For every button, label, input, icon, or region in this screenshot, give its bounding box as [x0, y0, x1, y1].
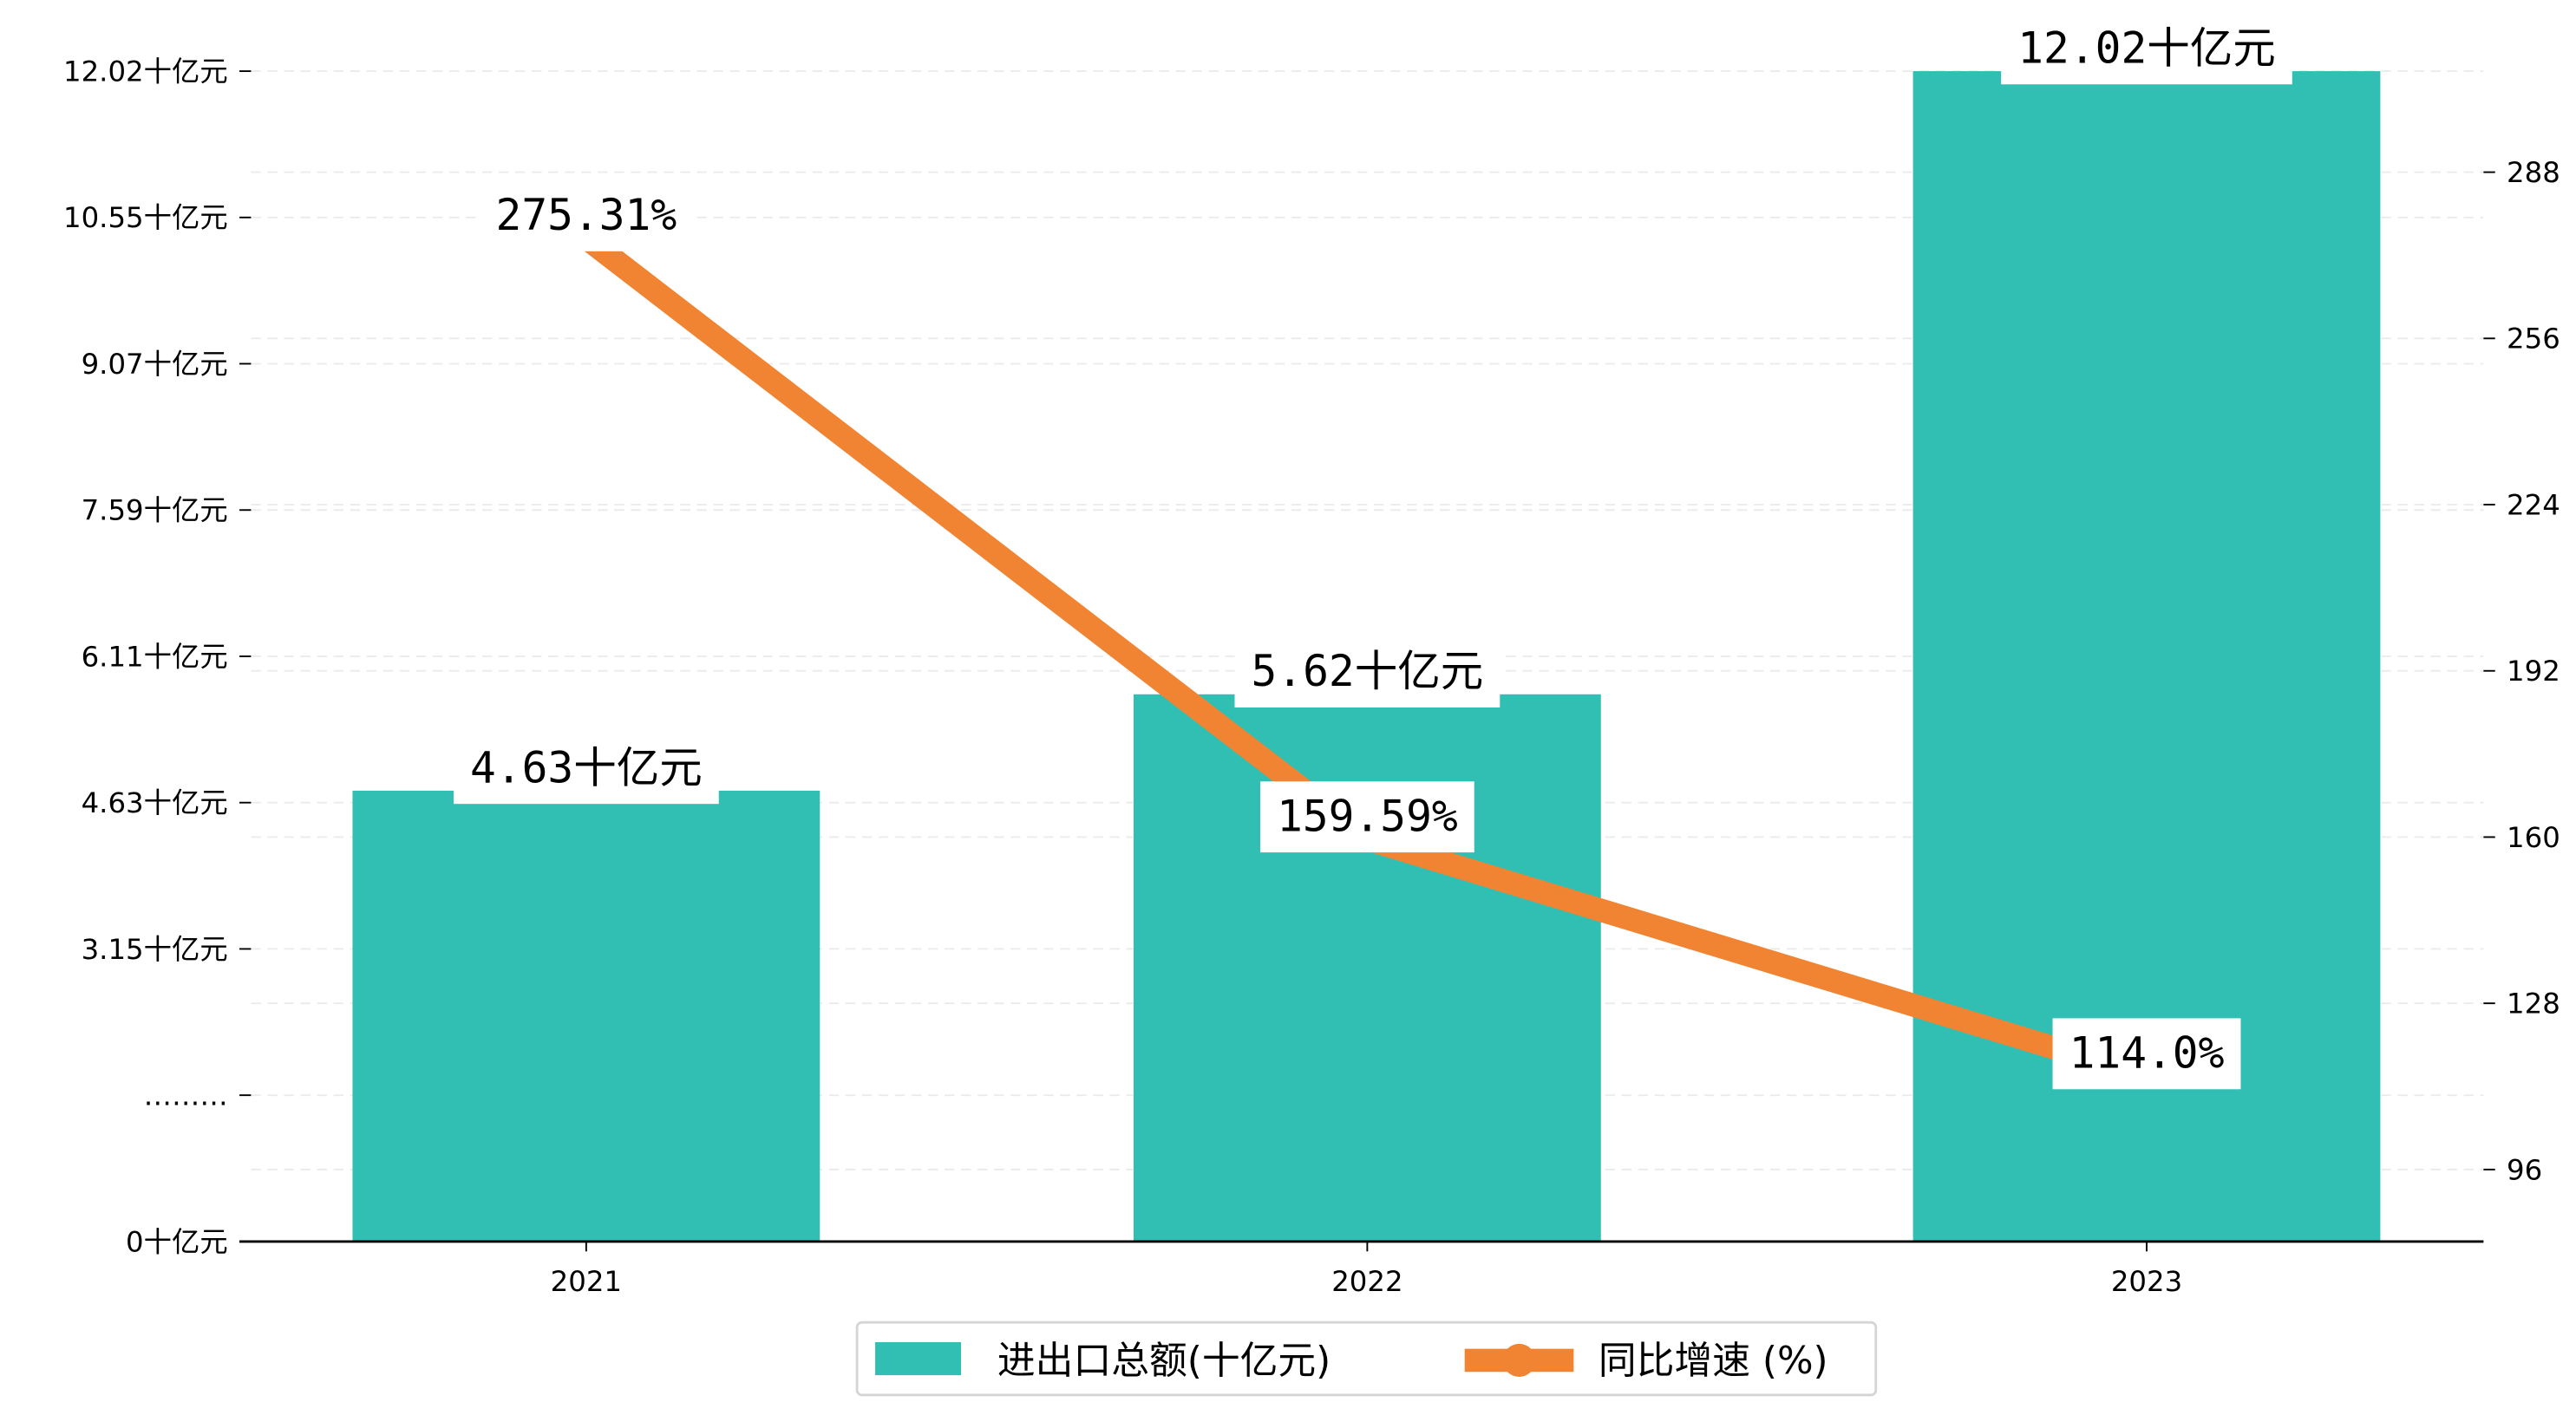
growth-value-label: 159.59% [1260, 781, 1474, 853]
bars [352, 71, 2381, 1242]
bar-2022 [1133, 694, 1601, 1242]
left-tick-label: 3.15十亿元 [82, 933, 228, 966]
x-tick-label: 2022 [1331, 1265, 1402, 1298]
growth-value-label-bg [479, 179, 694, 251]
left-tick-label: 12.02十亿元 [63, 55, 228, 88]
x-tick-label: 2021 [551, 1265, 622, 1298]
growth-value-label-bg [2052, 1018, 2241, 1090]
bar-value-label-text: 12.02十亿元 [2017, 23, 2276, 74]
x-tick-label: 2023 [2111, 1265, 2182, 1298]
bar-2021 [352, 790, 821, 1242]
legend: 进出口总额(十亿元) 同比增速 (%) [855, 1320, 1878, 1397]
growth-value-label-bg [1260, 781, 1474, 853]
right-tick-label: 192 [2507, 655, 2560, 688]
right-tick-label: 256 [2507, 323, 2560, 355]
legend-line-marker [1502, 1343, 1536, 1378]
left-tick-label: 0十亿元 [126, 1225, 228, 1258]
growth-value-label-text: 114.0% [2069, 1028, 2225, 1079]
axes: 0十亿元 ……… 3.15十亿元 4.63十亿元 6.11十亿元 7.59十亿元 9.07十… [63, 55, 2560, 1298]
legend-bar-swatch [875, 1342, 962, 1376]
legend-label-line: 同比增速 (%) [1599, 1339, 1828, 1383]
left-tick-label: 7.59十亿元 [82, 494, 228, 527]
data-labels: 4.63十亿元 5.62十亿元 12.02十亿元 275.31% 159.59% 114.… [453, 13, 2292, 1090]
legend-label-bar: 进出口总额(十亿元) [997, 1339, 1330, 1383]
right-tick-label: 224 [2507, 488, 2560, 521]
bar-value-label-text: 5.62十亿元 [1252, 646, 1484, 696]
bar-value-label: 5.62十亿元 [1234, 636, 1500, 708]
bar-value-label-bg [1234, 636, 1500, 708]
bar-value-label-text: 4.63十亿元 [470, 742, 703, 792]
right-tick-label: 96 [2507, 1153, 2542, 1186]
growth-value-label: 114.0% [2052, 1018, 2241, 1090]
left-tick-label: 10.55十亿元 [63, 201, 228, 234]
left-tick-label: 4.63十亿元 [82, 786, 228, 819]
bar-value-label: 12.02十亿元 [2001, 13, 2292, 85]
growth-value-label-text: 275.31% [496, 190, 677, 240]
legend-box [855, 1320, 1878, 1397]
growth-value-label-text: 159.59% [1277, 791, 1458, 841]
left-tick-label: 9.07十亿元 [82, 348, 228, 381]
left-tick-label: 6.11十亿元 [82, 640, 228, 673]
left-tick-label: ……… [144, 1079, 228, 1112]
right-tick-label: 288 [2507, 156, 2560, 189]
bar-value-label-bg [2001, 13, 2292, 85]
bar-value-label-bg [453, 733, 719, 805]
bar-value-label: 4.63十亿元 [453, 733, 719, 805]
right-tick-label: 128 [2507, 988, 2560, 1020]
right-tick-label: 160 [2507, 821, 2560, 854]
growth-value-label: 275.31% [479, 179, 694, 251]
